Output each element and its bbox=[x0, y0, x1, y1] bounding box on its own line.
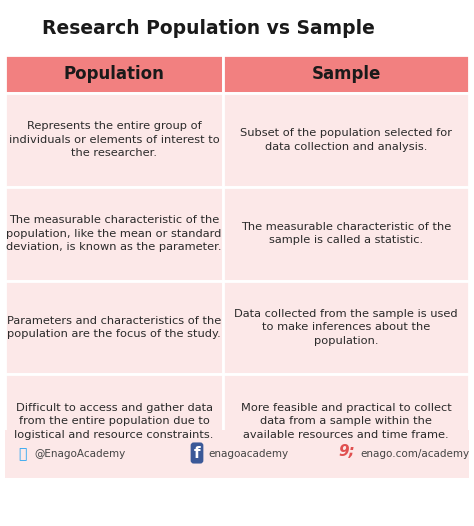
FancyBboxPatch shape bbox=[5, 280, 223, 375]
FancyBboxPatch shape bbox=[5, 187, 223, 280]
FancyBboxPatch shape bbox=[5, 375, 223, 468]
Text: Research Population vs Sample: Research Population vs Sample bbox=[42, 18, 375, 37]
Text: Represents the entire group of
individuals or elements of interest to
the resear: Represents the entire group of individua… bbox=[9, 122, 219, 158]
Text: 9;: 9; bbox=[338, 444, 356, 460]
Text: @EnagoAcademy: @EnagoAcademy bbox=[35, 449, 126, 459]
FancyBboxPatch shape bbox=[223, 93, 469, 187]
Text: The measurable characteristic of the
population, like the mean or standard
devia: The measurable characteristic of the pop… bbox=[6, 215, 222, 252]
FancyBboxPatch shape bbox=[5, 55, 223, 93]
Text: Difficult to access and gather data
from the entire population due to
logistical: Difficult to access and gather data from… bbox=[14, 402, 214, 440]
FancyBboxPatch shape bbox=[223, 187, 469, 280]
FancyBboxPatch shape bbox=[223, 280, 469, 375]
Text: More feasible and practical to collect
data from a sample within the
available r: More feasible and practical to collect d… bbox=[241, 402, 451, 440]
Text: enago.com/academy: enago.com/academy bbox=[360, 449, 470, 459]
Text: f: f bbox=[194, 446, 201, 460]
Text: 🐦: 🐦 bbox=[18, 447, 26, 461]
Text: Sample: Sample bbox=[311, 65, 381, 83]
Text: Population: Population bbox=[64, 65, 164, 83]
FancyBboxPatch shape bbox=[223, 375, 469, 468]
FancyBboxPatch shape bbox=[5, 93, 223, 187]
Text: Parameters and characteristics of the
population are the focus of the study.: Parameters and characteristics of the po… bbox=[7, 316, 221, 339]
FancyBboxPatch shape bbox=[223, 55, 469, 93]
Text: enagoacademy: enagoacademy bbox=[208, 449, 288, 459]
FancyBboxPatch shape bbox=[5, 430, 469, 478]
Text: Data collected from the sample is used
to make inferences about the
population.: Data collected from the sample is used t… bbox=[234, 309, 458, 346]
Text: The measurable characteristic of the
sample is called a statistic.: The measurable characteristic of the sam… bbox=[241, 222, 451, 246]
Text: Subset of the population selected for
data collection and analysis.: Subset of the population selected for da… bbox=[240, 128, 452, 151]
